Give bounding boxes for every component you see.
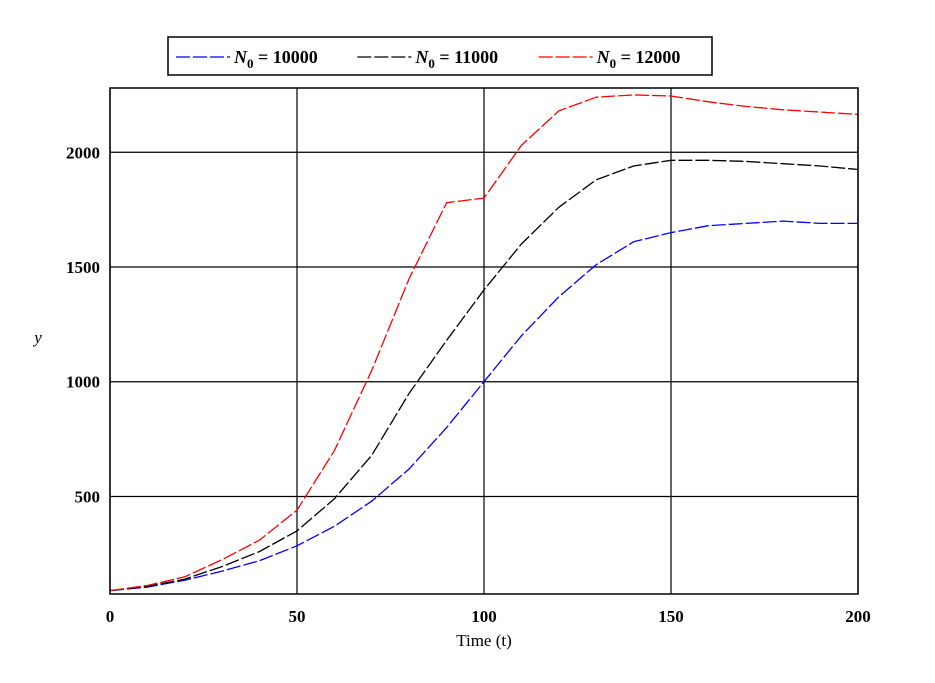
series-line-1 xyxy=(109,220,858,592)
y-tick-label: 1500 xyxy=(66,258,100,277)
x-tick-label: 0 xyxy=(106,607,115,626)
series-line-3 xyxy=(109,94,859,592)
series-lines xyxy=(109,94,859,592)
x-tick-label: 50 xyxy=(289,607,306,626)
grid-lines xyxy=(109,88,859,594)
x-axis-title: Time (t) xyxy=(456,631,512,650)
tick-labels: 0 50 100 150 200 500 1000 1500 2000 xyxy=(66,143,871,626)
legend: N0 = 10000 N0 = 11000 N0 = 12000 xyxy=(167,36,713,76)
legend-label-value: = 10000 xyxy=(254,47,318,67)
x-tick-label: 200 xyxy=(845,607,871,626)
legend-label-value: = 11000 xyxy=(435,47,498,67)
legend-label-subscript: 0 xyxy=(247,56,254,71)
y-axis-title: y xyxy=(32,328,42,347)
x-tick-label: 150 xyxy=(658,607,684,626)
legend-label-subscript: 0 xyxy=(610,56,617,71)
legend-label-main: N xyxy=(233,47,248,67)
legend-label-1: N0 = 10000 xyxy=(233,47,318,71)
y-tick-label: 500 xyxy=(75,487,101,506)
legend-label-2: N0 = 11000 xyxy=(414,47,498,71)
legend-label-value: = 12000 xyxy=(616,47,680,67)
series-line-2 xyxy=(109,159,859,592)
plot-frame xyxy=(109,87,859,595)
legend-label-main: N xyxy=(596,47,611,67)
legend-label-3: N0 = 12000 xyxy=(596,47,681,71)
legend-label-subscript: 0 xyxy=(428,56,435,71)
y-tick-label: 2000 xyxy=(66,143,100,162)
x-tick-label: 100 xyxy=(471,607,497,626)
legend-label-main: N xyxy=(414,47,429,67)
legend-box xyxy=(167,36,713,76)
y-tick-label: 1000 xyxy=(66,373,100,392)
